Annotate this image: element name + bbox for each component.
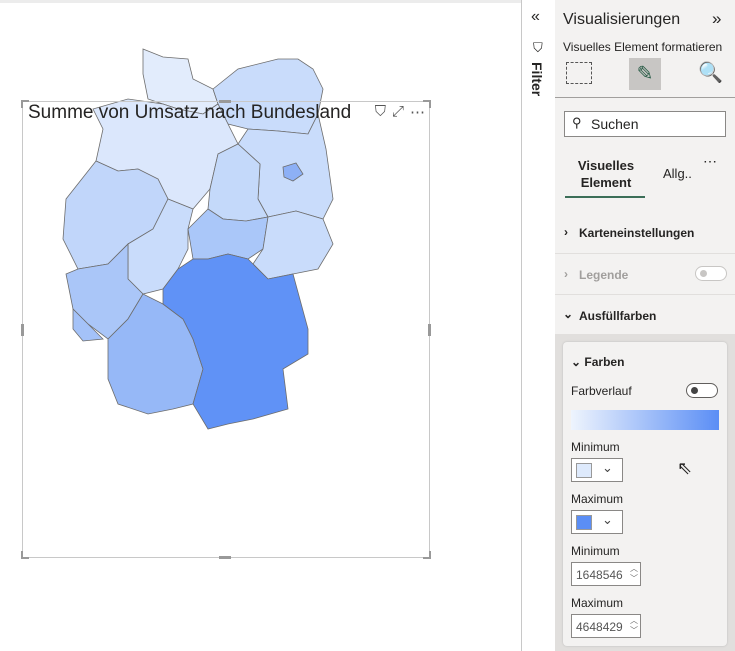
top-border <box>0 0 735 3</box>
max-color-label: Maximum <box>571 492 624 506</box>
min-color-picker[interactable]: ⌄ <box>571 458 623 482</box>
focus-mode-icon[interactable]: ⤢ <box>391 103 404 120</box>
analytics-icon[interactable]: 🔍 <box>698 62 723 84</box>
max-color-picker[interactable]: ⌄ <box>571 510 623 534</box>
filter-icon[interactable]: ⛉ <box>374 103 386 120</box>
filter-icon: ⛉ <box>533 40 543 55</box>
filter-pane-collapsed[interactable]: « ⛉ Filter <box>521 0 555 651</box>
visual-title: Summe von Umsatz nach Bundesland <box>28 102 352 123</box>
tab-visual-element[interactable]: Visuelles Element <box>577 158 635 190</box>
format-visual-icon[interactable]: ✎ <box>629 58 661 90</box>
collapse-pane-icon[interactable]: » <box>712 9 722 28</box>
visualizations-pane: Visualisierungen » Visuelles Element for… <box>555 0 735 651</box>
section-map-settings[interactable]: › Karteneinstellungen <box>564 225 695 240</box>
legend-toggle[interactable] <box>695 266 727 281</box>
tab-general[interactable]: Allg.. <box>663 166 692 181</box>
min-color-swatch <box>576 463 592 478</box>
more-options-icon[interactable]: ⋯ <box>410 104 425 121</box>
gradient-toggle[interactable] <box>686 383 718 398</box>
max-value-input[interactable]: 4648429 ︿ ﹀ <box>571 614 641 638</box>
filter-label[interactable]: Filter <box>529 62 545 97</box>
pane-subtitle: Visuelles Element formatieren <box>563 40 723 54</box>
gradient-label: Farbverlauf <box>571 384 632 398</box>
mouse-cursor-icon: ⇖ <box>677 458 693 478</box>
state-saarland[interactable] <box>72 308 104 342</box>
pane-title: Visualisierungen <box>563 11 681 28</box>
colors-card: ⌄ Farben Farbverlauf Minimum ⌄ Maximum ⌄… <box>563 342 727 646</box>
min-value-input[interactable]: 1648546 ︿ ﹀ <box>571 562 641 586</box>
more-tabs-icon[interactable]: ⋯ <box>703 153 717 169</box>
build-visual-icon[interactable] <box>566 62 592 84</box>
map-visual[interactable]: Summe von Umsatz nach Bundesland ⛉ ⤢ ⋯ <box>21 100 431 559</box>
gradient-preview <box>571 410 719 430</box>
state-sachsen[interactable] <box>252 210 334 280</box>
section-fill-colors[interactable]: ⌄ Ausfüllfarben <box>555 294 735 335</box>
max-value-label: Maximum <box>571 596 624 610</box>
min-value-label: Minimum <box>571 544 620 558</box>
max-color-swatch <box>576 515 592 530</box>
search-icon: ⚲ <box>572 115 582 130</box>
germany-filled-map[interactable] <box>0 0 498 550</box>
colors-header[interactable]: ⌄ Farben <box>571 355 625 369</box>
state-bayern[interactable] <box>162 253 309 430</box>
section-legend[interactable]: › Legende <box>555 253 735 294</box>
search-input[interactable]: ⚲ Suchen <box>564 111 726 137</box>
state-berlin[interactable] <box>282 162 304 182</box>
min-color-label: Minimum <box>571 440 620 454</box>
expand-filter-icon[interactable]: « <box>531 8 540 25</box>
